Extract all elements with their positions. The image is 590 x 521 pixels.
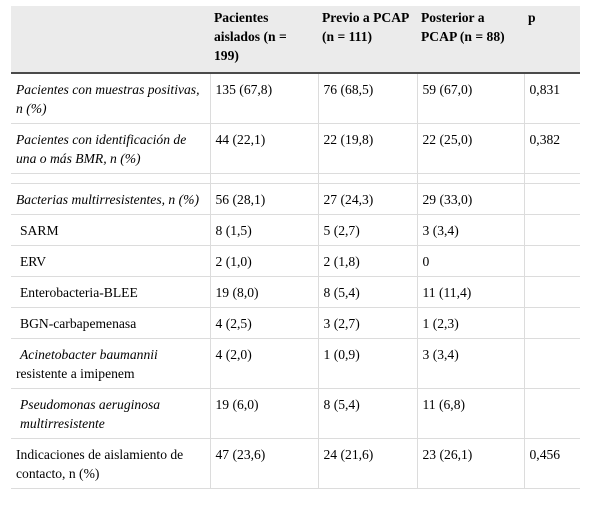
table-row: Acinetobacter baumannii resistente a imi… [11,338,580,389]
cell-value: 1 (0,9) [317,338,417,389]
spacer-row [11,173,580,184]
table-row: ERV 2 (1,0) 2 (1,8) 0 [11,245,580,277]
cell-value: 59 (67,0) [416,72,524,124]
row-label: SARM [11,214,210,246]
cell-value: 27 (24,3) [317,183,417,215]
row-label: Pseudomonas aeruginosa multirresistente [11,388,210,439]
cell-p-value [523,338,580,389]
cell-value: 2 (1,8) [317,245,417,277]
row-label: Pacientes con muestras positivas, n (%) [11,72,210,124]
cell-p-value: 0,831 [523,72,580,124]
row-label: ERV [11,245,210,277]
cell-p-value [523,307,580,339]
table-row: Pacientes con identificación de una o má… [11,123,580,174]
cell-value: 3 (2,7) [317,307,417,339]
cell-p-value [523,183,580,215]
header-posterior-pcap: Posterior a PCAP (n = 88) [417,6,524,74]
cell-value: 19 (8,0) [209,276,318,308]
cell-p-value: 0,382 [523,123,580,174]
row-label: BGN-carbapemenasa [11,307,210,339]
cell-value: 76 (68,5) [317,72,417,124]
cell-value: 3 (3,4) [416,214,524,246]
cell-value: 22 (19,8) [317,123,417,174]
row-label: Acinetobacter baumannii resistente a imi… [11,338,210,389]
cell-p-value [523,276,580,308]
row-label: Indicaciones de aislamiento de contacto,… [11,438,210,489]
table-row: Bacterias multirresistentes, n (%) 56 (2… [11,183,580,215]
cell-value: 4 (2,0) [209,338,318,389]
row-label: Enterobacteria-BLEE [11,276,210,308]
cell-value: 8 (5,4) [317,388,417,439]
cell-value: 3 (3,4) [416,338,524,389]
spacer-cell [11,173,210,184]
spacer-cell [523,173,580,184]
cell-value: 47 (23,6) [209,438,318,489]
header-label-column [11,6,210,74]
cell-value: 11 (6,8) [416,388,524,439]
cell-value: 8 (1,5) [209,214,318,246]
table-row: Enterobacteria-BLEE 19 (8,0) 8 (5,4) 11 … [11,276,580,308]
cell-p-value: 0,456 [523,438,580,489]
row-label-italic: Acinetobacter baumannii [20,347,158,362]
row-label: Pacientes con identificación de una o má… [11,123,210,174]
cell-value: 2 (1,0) [209,245,318,277]
cell-value: 44 (22,1) [209,123,318,174]
table-row: SARM 8 (1,5) 5 (2,7) 3 (3,4) [11,214,580,246]
cell-p-value [523,388,580,439]
header-row: Pacientes aislados (n = 199) Previo a PC… [11,6,580,74]
header-p-value: p [524,6,580,74]
cell-value: 1 (2,3) [416,307,524,339]
cell-p-value [523,245,580,277]
data-table: Pacientes aislados (n = 199) Previo a PC… [11,6,580,489]
header-previo-pcap: Previo a PCAP (n = 111) [318,6,417,74]
header-pacientes-aislados: Pacientes aislados (n = 199) [210,6,318,74]
cell-value: 0 [416,245,524,277]
cell-p-value [523,214,580,246]
table-row: Pseudomonas aeruginosa multirresistente … [11,388,580,439]
cell-value: 29 (33,0) [416,183,524,215]
row-label-rest: resistente a imipenem [16,366,135,381]
cell-value: 19 (6,0) [209,388,318,439]
cell-value: 22 (25,0) [416,123,524,174]
table-row: Pacientes con muestras positivas, n (%) … [11,72,580,124]
cell-value: 4 (2,5) [209,307,318,339]
table-row: BGN-carbapemenasa 4 (2,5) 3 (2,7) 1 (2,3… [11,307,580,339]
row-label: Bacterias multirresistentes, n (%) [11,183,210,215]
cell-value: 56 (28,1) [209,183,318,215]
cell-value: 8 (5,4) [317,276,417,308]
spacer-cell [209,173,318,184]
cell-value: 135 (67,8) [209,72,318,124]
spacer-cell [416,173,524,184]
cell-value: 5 (2,7) [317,214,417,246]
spacer-cell [317,173,417,184]
cell-value: 11 (11,4) [416,276,524,308]
table-row: Indicaciones de aislamiento de contacto,… [11,438,580,489]
cell-value: 23 (26,1) [416,438,524,489]
cell-value: 24 (21,6) [317,438,417,489]
